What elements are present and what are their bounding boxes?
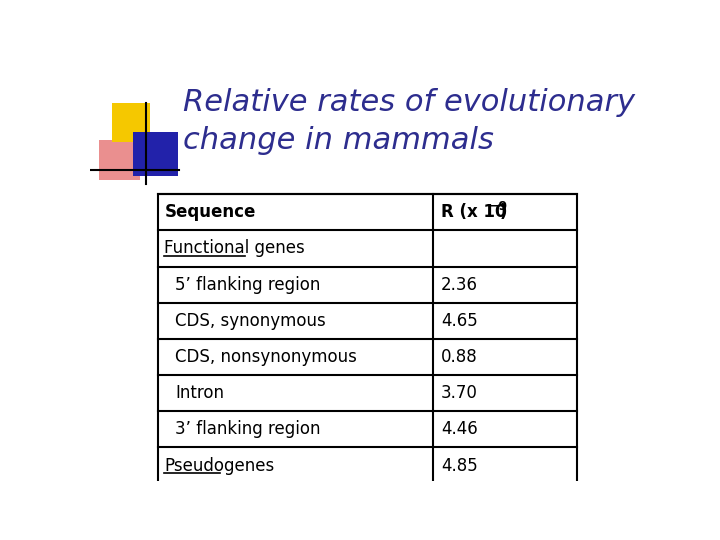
Text: Intron: Intron (175, 384, 224, 402)
Text: −9: −9 (489, 200, 508, 213)
Text: Sequence: Sequence (164, 203, 256, 221)
Text: change in mammals: change in mammals (183, 126, 494, 156)
Text: 3.70: 3.70 (441, 384, 478, 402)
Text: 5’ flanking region: 5’ flanking region (175, 275, 320, 294)
Text: Pseudogenes: Pseudogenes (164, 457, 274, 475)
Bar (99, 140, 140, 180)
Text: R (x 10: R (x 10 (441, 203, 507, 221)
Text: 4.46: 4.46 (441, 421, 478, 438)
Text: Relative rates of evolutionary: Relative rates of evolutionary (183, 88, 635, 117)
Bar (132, 132, 178, 177)
Text: 3’ flanking region: 3’ flanking region (175, 421, 320, 438)
Text: 2.36: 2.36 (441, 275, 478, 294)
Bar (112, 103, 150, 142)
Text: 0.88: 0.88 (441, 348, 478, 366)
Text: CDS, synonymous: CDS, synonymous (175, 312, 326, 330)
Text: 4.85: 4.85 (441, 457, 478, 475)
Text: CDS, nonsynonymous: CDS, nonsynonymous (175, 348, 357, 366)
Text: 4.65: 4.65 (441, 312, 478, 330)
Text: ): ) (500, 203, 508, 221)
Bar (158, 194, 577, 484)
Text: Functional genes: Functional genes (164, 239, 305, 258)
